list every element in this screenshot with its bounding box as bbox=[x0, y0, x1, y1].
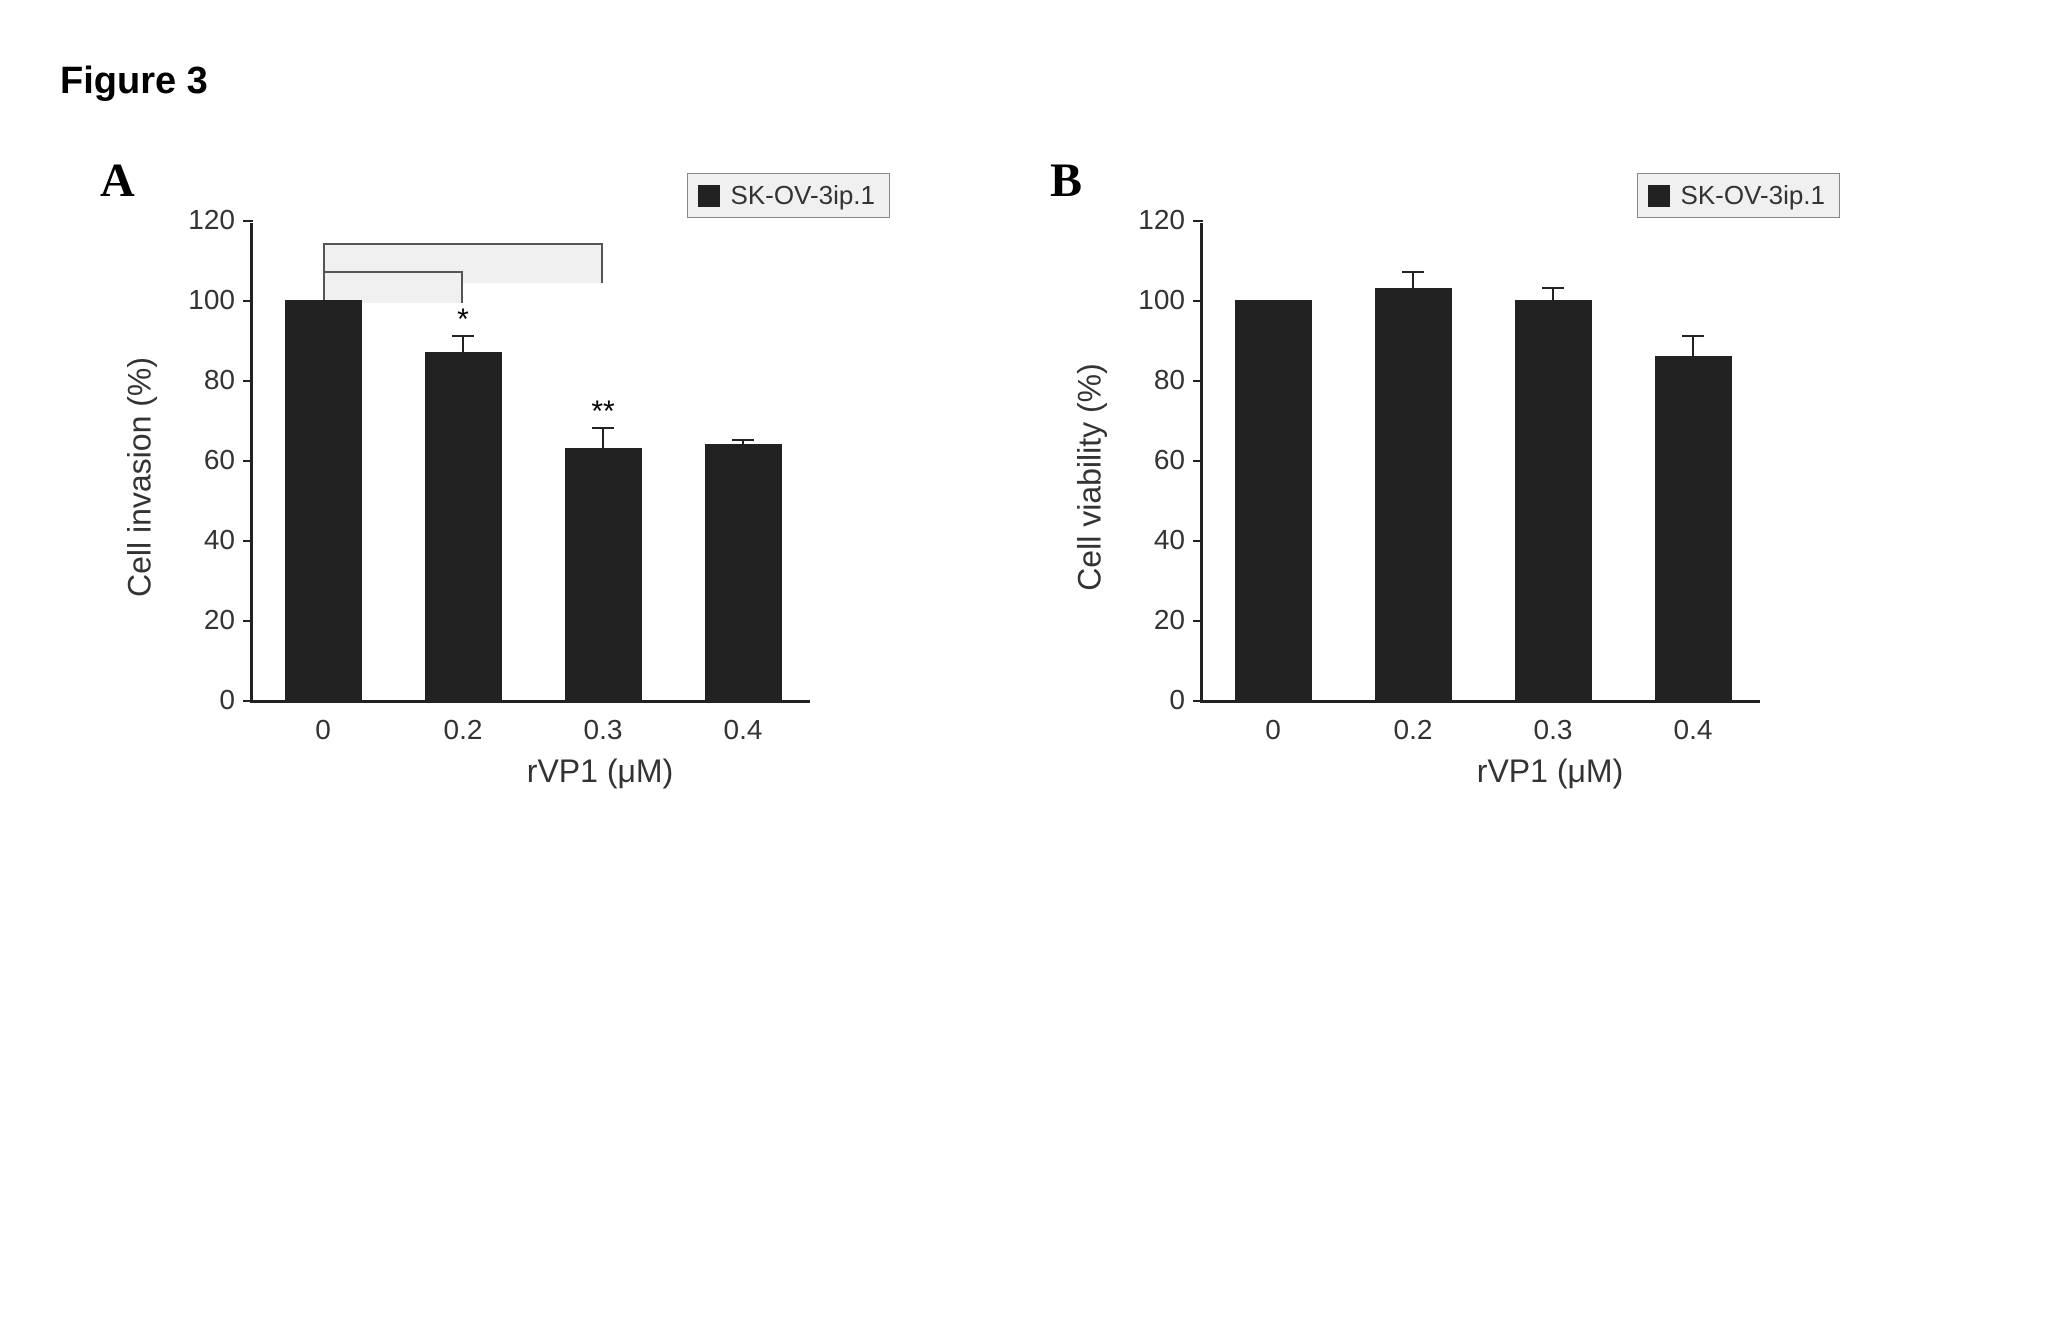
y-tick: 40 bbox=[1154, 524, 1203, 556]
panel-b-legend-label: SK-OV-3ip.1 bbox=[1680, 180, 1825, 211]
x-tick: 0.3 bbox=[1534, 700, 1573, 746]
y-tick: 60 bbox=[1154, 444, 1203, 476]
panel-a: A SK-OV-3ip.1 Cell invasion (%) 02040608… bbox=[100, 163, 950, 790]
error-cap bbox=[1402, 271, 1424, 273]
significance-mark: * bbox=[457, 303, 469, 337]
bar bbox=[705, 444, 782, 700]
y-tick: 100 bbox=[1138, 284, 1203, 316]
y-tick: 0 bbox=[1169, 684, 1203, 716]
panel-b: B SK-OV-3ip.1 Cell viability (%) 0204060… bbox=[1050, 163, 1900, 790]
x-tick: 0.3 bbox=[584, 700, 623, 746]
error-cap bbox=[732, 439, 754, 441]
panel-b-plot-wrap: 02040608010012000.20.30.4 bbox=[1200, 223, 1900, 703]
significance-mark: ** bbox=[591, 395, 614, 429]
panel-a-xlabel: rVP1 (μM) bbox=[250, 753, 950, 790]
panel-a-plot: 02040608010012000.20.30.4*** bbox=[250, 223, 810, 703]
error-cap bbox=[1682, 335, 1704, 337]
panels-container: A SK-OV-3ip.1 Cell invasion (%) 02040608… bbox=[40, 163, 2030, 790]
error-bar bbox=[602, 427, 604, 451]
error-bar bbox=[1412, 271, 1414, 291]
bar bbox=[1655, 356, 1732, 700]
bar bbox=[565, 448, 642, 700]
x-tick: 0.2 bbox=[1394, 700, 1433, 746]
x-tick: 0 bbox=[315, 700, 331, 746]
comparison-bracket bbox=[323, 271, 463, 303]
y-tick: 120 bbox=[188, 204, 253, 236]
panel-a-letter: A bbox=[100, 153, 135, 208]
panel-b-legend: SK-OV-3ip.1 bbox=[1637, 173, 1840, 218]
y-tick: 40 bbox=[204, 524, 253, 556]
y-tick: 20 bbox=[1154, 604, 1203, 636]
panel-a-legend: SK-OV-3ip.1 bbox=[687, 173, 890, 218]
panel-b-letter: B bbox=[1050, 153, 1082, 208]
figure-title: Figure 3 bbox=[60, 60, 2030, 103]
panel-a-plot-wrap: 02040608010012000.20.30.4*** bbox=[250, 223, 950, 703]
x-tick: 0.4 bbox=[1674, 700, 1713, 746]
bar bbox=[425, 352, 502, 700]
bar bbox=[1515, 300, 1592, 700]
y-tick: 100 bbox=[188, 284, 253, 316]
error-cap bbox=[1542, 287, 1564, 289]
x-tick: 0.4 bbox=[724, 700, 763, 746]
y-tick: 80 bbox=[204, 364, 253, 396]
panel-b-plot: 02040608010012000.20.30.4 bbox=[1200, 223, 1760, 703]
bar bbox=[1235, 300, 1312, 700]
y-tick: 80 bbox=[1154, 364, 1203, 396]
legend-swatch-icon bbox=[698, 185, 720, 207]
error-bar bbox=[462, 335, 464, 355]
x-tick: 0 bbox=[1265, 700, 1281, 746]
y-tick: 0 bbox=[219, 684, 253, 716]
x-tick: 0.2 bbox=[444, 700, 483, 746]
y-tick: 20 bbox=[204, 604, 253, 636]
y-tick: 60 bbox=[204, 444, 253, 476]
bar bbox=[1375, 288, 1452, 700]
error-bar bbox=[1552, 287, 1554, 303]
bar bbox=[285, 300, 362, 700]
panel-a-legend-label: SK-OV-3ip.1 bbox=[730, 180, 875, 211]
legend-swatch-icon bbox=[1648, 185, 1670, 207]
error-bar bbox=[1692, 335, 1694, 359]
panel-b-xlabel: rVP1 (μM) bbox=[1200, 753, 1900, 790]
y-tick: 120 bbox=[1138, 204, 1203, 236]
